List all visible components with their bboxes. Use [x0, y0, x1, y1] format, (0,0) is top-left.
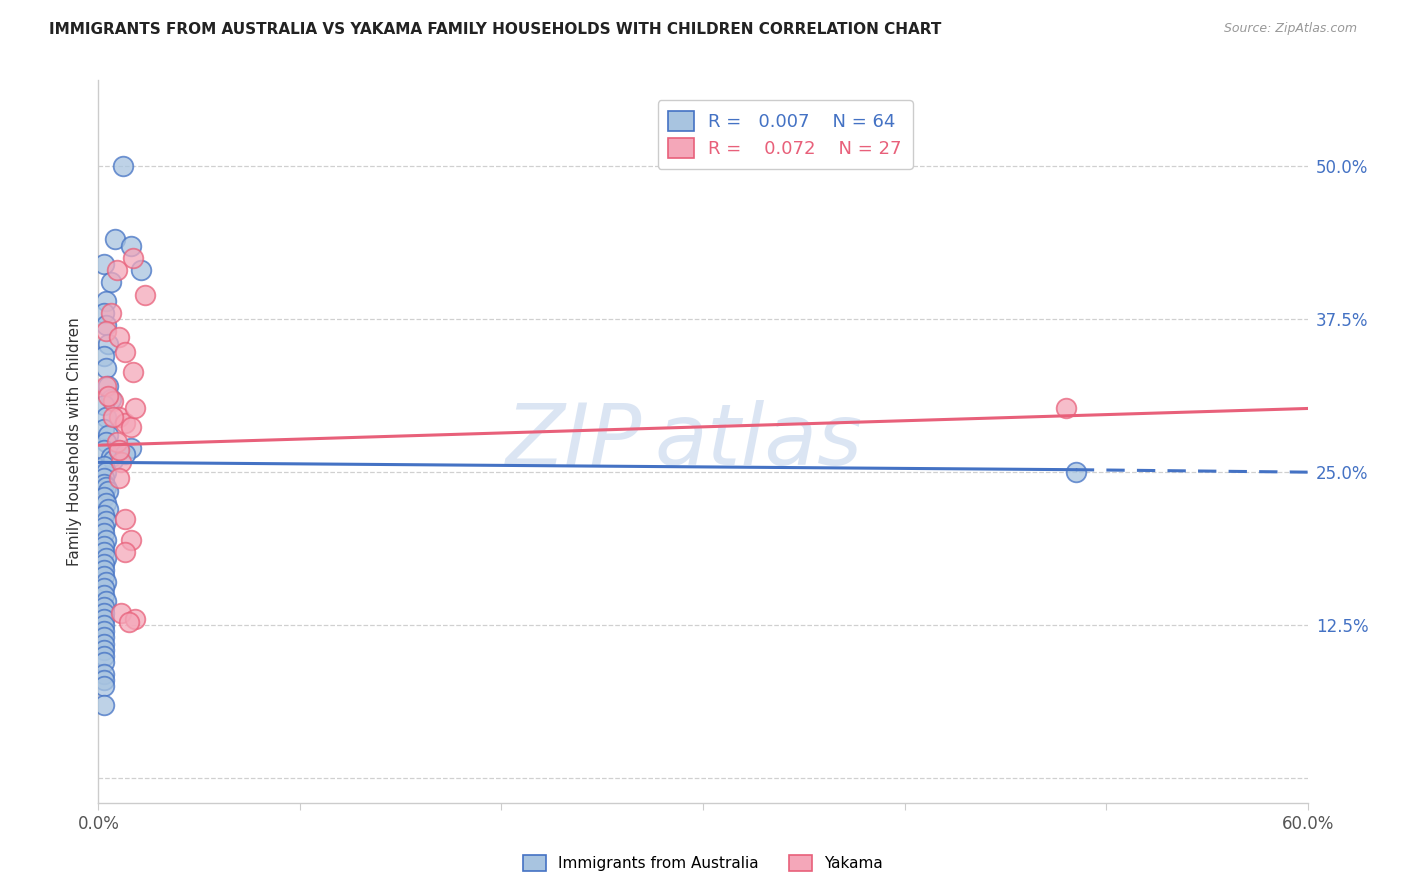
Point: [114, 545, 136, 559]
Point: [97, 389, 120, 403]
Point: [93, 673, 115, 688]
Point: [110, 606, 132, 620]
Point: [96, 575, 118, 590]
Point: [1064, 465, 1087, 479]
Point: [93, 599, 115, 614]
Point: [96, 318, 118, 333]
Point: [101, 453, 124, 467]
Point: [93, 443, 115, 458]
Text: ZIP: ZIP: [506, 400, 643, 483]
Point: [96, 434, 118, 449]
Point: [93, 655, 115, 669]
Point: [114, 345, 136, 359]
Point: [93, 471, 115, 485]
Point: [105, 434, 128, 449]
Point: [93, 526, 115, 541]
Point: [96, 593, 118, 607]
Point: [96, 480, 118, 494]
Point: [121, 251, 143, 265]
Point: [96, 550, 118, 565]
Point: [93, 557, 115, 571]
Point: [107, 330, 129, 344]
Point: [93, 667, 115, 681]
Point: [97, 379, 120, 393]
Legend: R =  0.007    N = 64, R =    0.072    N = 27: R = 0.007 N = 64, R = 0.072 N = 27: [658, 100, 912, 169]
Point: [93, 569, 115, 583]
Point: [96, 324, 118, 338]
Point: [124, 401, 146, 416]
Point: [107, 410, 129, 425]
Point: [93, 508, 115, 522]
Point: [93, 618, 115, 632]
Point: [107, 471, 129, 485]
Point: [101, 394, 124, 409]
Point: [114, 511, 136, 525]
Point: [121, 365, 143, 379]
Point: [120, 441, 142, 455]
Point: [93, 422, 115, 436]
Point: [120, 533, 142, 547]
Point: [120, 238, 142, 252]
Point: [93, 680, 115, 694]
Point: [107, 443, 129, 458]
Point: [107, 443, 129, 458]
Point: [93, 398, 115, 412]
Point: [93, 624, 115, 639]
Point: [93, 563, 115, 577]
Point: [93, 606, 115, 620]
Point: [96, 465, 118, 479]
Point: [93, 306, 115, 320]
Point: [100, 392, 122, 406]
Y-axis label: Family Households with Children: Family Households with Children: [67, 318, 83, 566]
Point: [93, 490, 115, 504]
Point: [114, 416, 136, 430]
Point: [93, 588, 115, 602]
Legend: Immigrants from Australia, Yakama: Immigrants from Australia, Yakama: [517, 849, 889, 877]
Point: [111, 159, 134, 173]
Point: [96, 293, 118, 308]
Point: [124, 612, 146, 626]
Point: [93, 257, 115, 271]
Point: [96, 379, 118, 393]
Point: [105, 263, 128, 277]
Point: [100, 450, 122, 465]
Point: [120, 420, 142, 434]
Point: [129, 263, 152, 277]
Point: [93, 539, 115, 553]
Point: [93, 698, 115, 712]
Point: [97, 483, 120, 498]
Point: [93, 582, 115, 596]
Point: [93, 631, 115, 645]
Point: [93, 637, 115, 651]
Text: atlas: atlas: [655, 400, 863, 483]
Point: [114, 447, 136, 461]
Point: [93, 349, 115, 363]
Point: [103, 232, 125, 246]
Point: [100, 306, 122, 320]
Point: [110, 455, 132, 469]
Point: [93, 642, 115, 657]
Point: [93, 612, 115, 626]
Point: [1054, 401, 1077, 416]
Point: [97, 428, 120, 442]
Point: [96, 496, 118, 510]
Text: Source: ZipAtlas.com: Source: ZipAtlas.com: [1223, 22, 1357, 36]
Point: [93, 648, 115, 663]
Point: [101, 410, 124, 425]
Point: [93, 458, 115, 473]
Point: [96, 361, 118, 376]
Point: [100, 276, 122, 290]
Point: [93, 520, 115, 534]
Point: [97, 502, 120, 516]
Text: IMMIGRANTS FROM AUSTRALIA VS YAKAMA FAMILY HOUSEHOLDS WITH CHILDREN CORRELATION : IMMIGRANTS FROM AUSTRALIA VS YAKAMA FAMI…: [49, 22, 942, 37]
Point: [93, 545, 115, 559]
Point: [118, 615, 141, 629]
Point: [96, 514, 118, 528]
Point: [134, 287, 156, 301]
Point: [96, 410, 118, 425]
Point: [97, 336, 120, 351]
Point: [96, 533, 118, 547]
Point: [93, 477, 115, 491]
